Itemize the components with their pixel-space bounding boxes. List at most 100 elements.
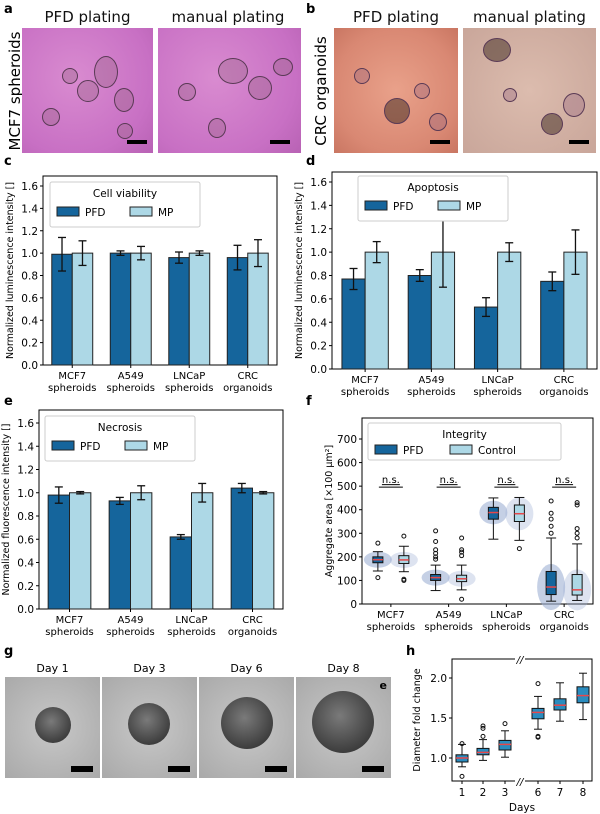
f-outlier [459, 547, 465, 553]
e-bar-mp [130, 492, 153, 610]
f-significance-label: n.s. [497, 475, 515, 486]
d-legend-swatch-mp [437, 200, 461, 211]
c-xtick-label: CRC [238, 371, 258, 382]
f-ytick-label: 700 [337, 434, 357, 446]
e-bar-pfd [169, 536, 192, 610]
f-outlier [375, 540, 381, 546]
h-xtick-label: 6 [535, 787, 542, 799]
d-ytick-label: 1.0 [310, 247, 327, 259]
c-bar-mp [188, 252, 211, 366]
e-ytick-label: 1.6 [17, 418, 34, 430]
f-outlier [433, 556, 439, 562]
e-xtick-label: organoids [228, 627, 277, 638]
c-legend-title: Cell viability [93, 188, 157, 200]
spheroid-day3-image [102, 677, 197, 778]
d-xtick-label: organoids [539, 387, 588, 398]
e-bar-pfd [230, 487, 253, 610]
c-ytick-label: 0.6 [21, 293, 38, 305]
b-col2-header: manual plating [473, 8, 586, 26]
c-ytick-label: 1.4 [21, 203, 38, 215]
f-legend-title: Integrity [442, 429, 487, 441]
e-xtick-label: MCF7 [56, 615, 84, 626]
panel-label-d: d [306, 154, 316, 169]
d-xtick-label: LNCaP [482, 375, 514, 386]
e-ytick-label: 0.6 [17, 534, 34, 546]
c-xtick-label: spheroids [165, 383, 213, 394]
f-outlier [516, 546, 522, 552]
f-legend-box [367, 422, 562, 461]
h-ytick-label: 1.5 [430, 713, 447, 725]
d-bar-pfd [341, 278, 366, 370]
d-plot-frame [331, 171, 598, 370]
h-plot-frame [451, 658, 593, 782]
f-xtick-label: CRC [554, 610, 574, 621]
h-xtick-label: 3 [502, 787, 509, 799]
h-outlier [535, 734, 541, 740]
d-ytick-label: 0.6 [310, 294, 327, 306]
h-xlabel: Days [509, 802, 535, 814]
c-xtick-label: organoids [223, 383, 272, 394]
f-xtick-label: MCF7 [377, 610, 405, 621]
d-bar-mp [364, 251, 389, 370]
e-ytick-label: 0.4 [17, 558, 34, 570]
h-axis-break-gap [515, 778, 525, 784]
c-bar-mp [71, 252, 94, 366]
d-xtick-label: MCF7 [351, 375, 379, 386]
d-ytick-label: 0.4 [310, 317, 327, 329]
f-xtick-label: A549 [436, 610, 462, 621]
c-legend-label-mp: MP [158, 207, 173, 219]
f-ytick-label: 400 [337, 505, 357, 517]
c-bar-mp [247, 252, 269, 366]
d-legend-box [357, 175, 509, 222]
h-outlier [480, 725, 486, 731]
h-ytick-label: 2.0 [430, 673, 447, 685]
h-axis-break-mark: // [516, 777, 525, 788]
e-legend-label-mp: MP [153, 441, 168, 453]
f-ytick-label: 300 [337, 528, 357, 540]
e-ytick-label: 1.2 [17, 465, 34, 477]
d-ylabel: Normalized luminescence intensity [] [294, 182, 305, 359]
h-box-day-8 [576, 686, 590, 704]
a-col2-header: manual plating [171, 8, 285, 26]
f-legend-swatch-pfd [374, 444, 398, 455]
c-legend-swatch-pfd [56, 206, 80, 217]
f-outlier [574, 526, 580, 532]
panel-label-a: a [4, 2, 13, 17]
c-ytick-label: 0.8 [21, 271, 38, 283]
e-xtick-label: A549 [118, 615, 144, 626]
g-day-6-label: Day 6 [230, 662, 263, 675]
e-bar-pfd [108, 500, 132, 610]
d-ytick-label: 1.2 [310, 224, 327, 236]
d-xtick-label: spheroids [407, 387, 455, 398]
spheroid-day6-image [199, 677, 294, 778]
d-legend-swatch-pfd [364, 200, 388, 211]
c-plot-frame [42, 175, 278, 366]
f-outlier [433, 554, 439, 560]
e-legend-title: Necrosis [98, 422, 142, 434]
panel-label-f: f [306, 394, 312, 409]
e-xtick-label: spheroids [45, 627, 93, 638]
h-axis-break-mark: // [516, 655, 525, 666]
h-box-day-6 [531, 707, 545, 720]
e-bar-mp [191, 492, 214, 610]
f-outlier [574, 535, 580, 541]
d-ytick-label: 0.2 [310, 341, 327, 353]
e-xtick-label: LNCaP [175, 615, 207, 626]
f-outlier [375, 575, 381, 581]
e-xtick-label: CRC [242, 615, 262, 626]
f-ytick-label: 500 [337, 481, 357, 493]
h-outlier [459, 741, 465, 747]
d-ytick-label: 1.6 [310, 177, 327, 189]
e-legend-swatch-pfd [51, 440, 75, 451]
f-outlier [548, 510, 554, 516]
c-ytick-label: 1.6 [21, 181, 38, 193]
crc-pfd-image [334, 28, 458, 153]
f-xtick-label: spheroids [424, 622, 472, 633]
f-significance-label: n.s. [382, 475, 400, 486]
c-bar-mp [130, 252, 152, 366]
h-xtick-label: 8 [580, 787, 587, 799]
c-xtick-label: A549 [118, 371, 144, 382]
c-ytick-label: 1.0 [21, 248, 38, 260]
